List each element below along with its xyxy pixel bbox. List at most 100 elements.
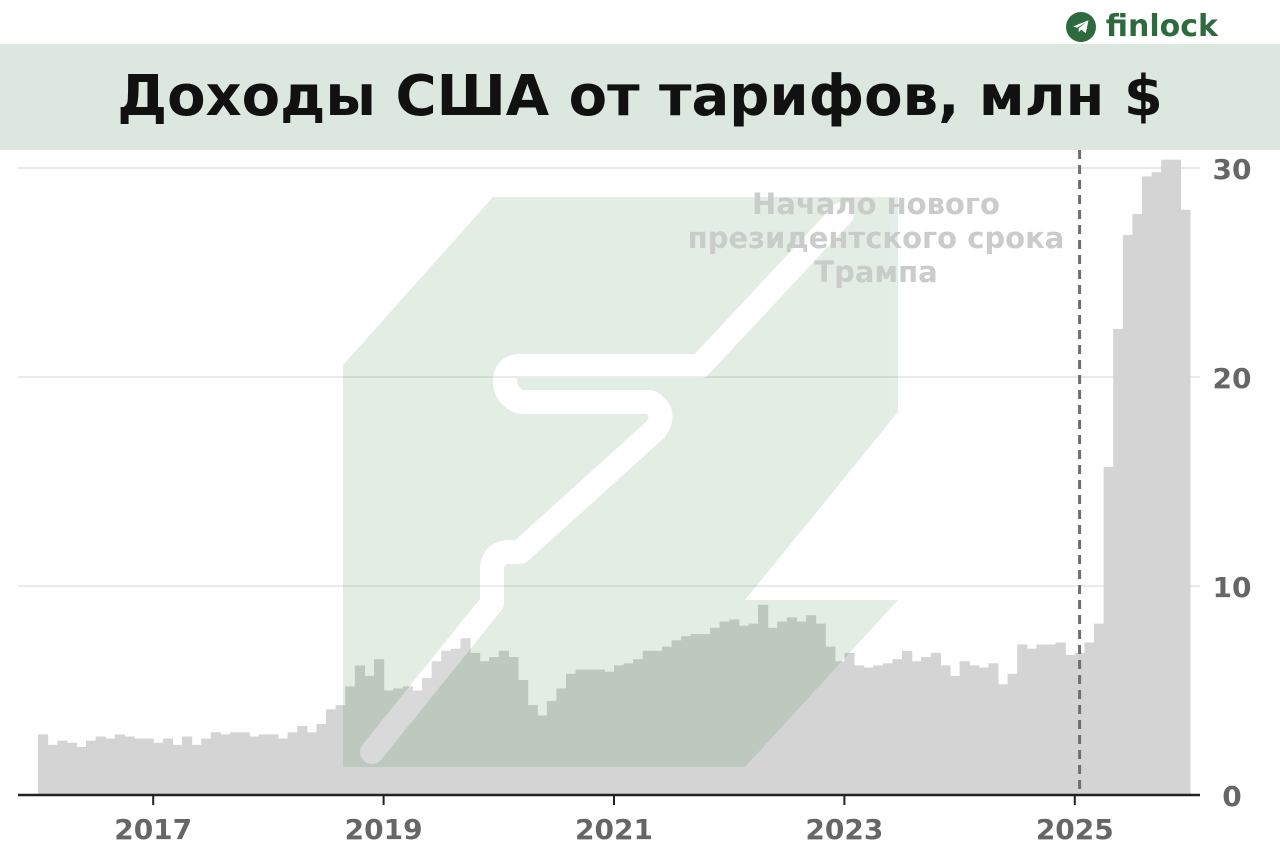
bar <box>758 604 769 795</box>
bar <box>1180 209 1191 796</box>
bar <box>767 627 778 795</box>
y-tick-label: 10 <box>1213 571 1252 604</box>
bar <box>316 723 327 795</box>
bar <box>412 690 423 795</box>
bar <box>460 638 471 795</box>
bar <box>748 623 759 795</box>
annotation-line: Трампа <box>814 255 937 289</box>
bar <box>1036 644 1047 795</box>
y-tick-label: 20 <box>1213 362 1252 395</box>
bar <box>594 669 605 795</box>
bar <box>441 650 452 795</box>
bar <box>134 738 145 795</box>
bar <box>690 634 701 795</box>
bar <box>489 657 500 795</box>
bar <box>738 625 749 795</box>
telegram-icon[interactable] <box>1065 12 1096 42</box>
bar <box>1094 623 1105 795</box>
bar <box>902 650 913 795</box>
bar <box>182 736 193 795</box>
bar <box>719 621 730 795</box>
bar <box>57 740 68 795</box>
bar <box>191 744 202 795</box>
bar <box>844 652 855 795</box>
bar <box>959 661 970 795</box>
bar <box>796 621 807 795</box>
bar <box>585 669 596 795</box>
watermark-logo <box>343 197 898 767</box>
bar <box>335 705 346 795</box>
annotation-line: президентского срока <box>688 221 1065 255</box>
bar <box>633 659 644 795</box>
bar <box>47 744 58 795</box>
bar <box>777 621 788 795</box>
y-tick-label: 30 <box>1213 153 1252 186</box>
bar <box>1007 673 1018 795</box>
bar <box>834 661 845 795</box>
bar <box>786 617 797 795</box>
bar <box>1084 642 1095 795</box>
bar <box>978 667 989 795</box>
bar <box>940 665 951 795</box>
bar <box>1017 644 1028 795</box>
bar <box>114 734 125 795</box>
bar <box>537 715 548 795</box>
bar <box>345 686 356 795</box>
bar <box>681 636 692 795</box>
bar <box>642 650 653 795</box>
bar <box>652 650 663 795</box>
bar <box>450 648 461 795</box>
bar <box>815 623 826 795</box>
brand: finlock <box>1065 8 1218 46</box>
bar <box>1046 644 1057 795</box>
bar <box>364 675 375 795</box>
bar <box>662 646 673 795</box>
grid-lines <box>18 167 1200 587</box>
bar <box>162 738 173 795</box>
bar <box>527 705 538 795</box>
bar <box>546 700 557 795</box>
bar <box>1161 159 1172 795</box>
bar <box>671 640 682 795</box>
bar <box>614 665 625 795</box>
bar <box>1170 159 1181 795</box>
bar <box>806 615 817 795</box>
bar <box>873 665 884 795</box>
bar <box>1103 466 1114 795</box>
bar <box>383 690 394 795</box>
bar <box>1132 213 1143 796</box>
bar <box>930 652 941 795</box>
chart-title: Доходы США от тарифов, млн $ <box>117 64 1163 129</box>
bar <box>95 736 106 795</box>
bar <box>604 671 615 795</box>
bar <box>575 669 586 795</box>
axes: 0 10 20 30 2017 2019 2021 2023 2025 <box>18 153 1251 846</box>
bar <box>402 686 413 795</box>
bar <box>278 738 289 795</box>
bar <box>230 732 241 795</box>
bar-series <box>38 159 1191 796</box>
bar <box>498 650 509 795</box>
bar <box>998 684 1009 795</box>
bar <box>422 677 433 795</box>
bar <box>220 734 231 795</box>
bar <box>124 736 135 795</box>
brand-name[interactable]: finlock <box>1105 9 1218 44</box>
bar <box>258 734 269 795</box>
bar <box>249 736 260 795</box>
bar <box>354 665 365 795</box>
bar <box>201 738 212 795</box>
y-tick-label: 0 <box>1222 780 1241 813</box>
bar <box>566 673 577 795</box>
bar <box>86 740 97 795</box>
bar <box>1026 648 1037 795</box>
bar <box>374 659 385 795</box>
bar <box>210 732 221 795</box>
bar <box>1151 172 1162 795</box>
bar <box>921 657 932 795</box>
bar <box>105 738 116 795</box>
x-tick-label: 2023 <box>805 813 883 846</box>
bar <box>470 652 481 795</box>
bar <box>239 732 250 795</box>
